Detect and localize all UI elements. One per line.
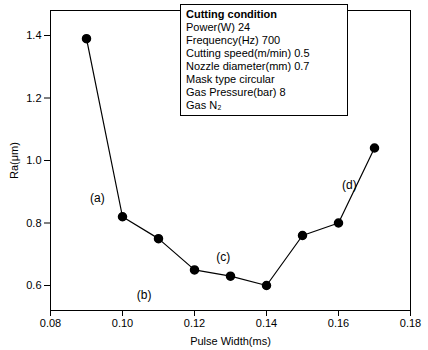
svg-text:(d): (d)	[342, 178, 357, 192]
svg-text:0.08: 0.08	[40, 317, 61, 329]
svg-text:Pulse Width(ms): Pulse Width(ms)	[190, 335, 271, 347]
svg-text:(b): (b)	[137, 288, 152, 302]
svg-text:(c): (c)	[216, 250, 230, 264]
html-text:Gas Pressure(bar) 8: Gas Pressure(bar) 8	[186, 86, 286, 98]
html-text:Cutting speed(m/min) 0.5: Cutting speed(m/min) 0.5	[186, 47, 310, 59]
svg-text:0.8: 0.8	[26, 217, 41, 229]
html-text:Cutting condition: Cutting condition	[186, 8, 277, 20]
html-text:Frequency(Hz) 700: Frequency(Hz) 700	[186, 34, 281, 46]
svg-text:Ra(μm): Ra(μm)	[8, 142, 20, 179]
svg-text:1.4: 1.4	[26, 29, 41, 41]
svg-text:0.12: 0.12	[184, 317, 205, 329]
svg-text:1.0: 1.0	[26, 154, 41, 166]
svg-text:0.6: 0.6	[26, 279, 41, 291]
html-text:Nozzle diameter(mm) 0.7: Nozzle diameter(mm) 0.7	[186, 60, 310, 72]
html-text:Power(W) 24: Power(W) 24	[186, 21, 251, 33]
svg-text:0.14: 0.14	[256, 317, 277, 329]
svg-text:0.16: 0.16	[328, 317, 349, 329]
svg-text:0.18: 0.18	[400, 317, 421, 329]
svg-text:1.2: 1.2	[26, 92, 41, 104]
html-text:Gas N₂: Gas N₂	[186, 99, 222, 111]
svg-text:(a): (a)	[90, 191, 105, 205]
html-text:Mask type circular: Mask type circular	[186, 73, 275, 85]
svg-text:0.10: 0.10	[112, 317, 133, 329]
